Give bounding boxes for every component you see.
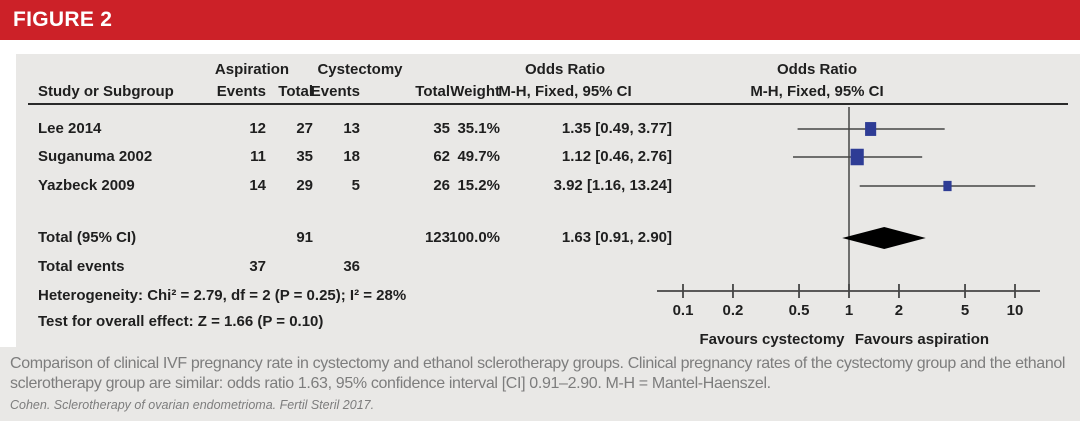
total-odds-ratio: 1.63 [0.91, 2.90] xyxy=(561,229,672,246)
caption-panel: Comparison of clinical IVF pregnancy rat… xyxy=(0,347,1080,421)
cystectomy-group-header: Cystectomy xyxy=(317,61,403,78)
col-total1-header: Total xyxy=(278,83,313,100)
forest-plot-graphic: 0.1 0.2 0.5 1 2 5 10 Favours cystectomy Favours … xyxy=(657,107,1040,347)
total-diamond xyxy=(842,227,926,249)
figure-header-bar: FIGURE 2 xyxy=(0,0,1080,40)
or-marker xyxy=(943,180,952,192)
figure-caption: Comparison of clinical IVF pregnancy rat… xyxy=(10,355,1066,392)
aspiration-events: 11 xyxy=(250,148,266,165)
cystectomy-total: 35 xyxy=(433,120,450,137)
axis-tick-label: 10 xyxy=(1007,302,1024,319)
study-label: Lee 2014 xyxy=(38,120,102,137)
cystectomy-events: 5 xyxy=(351,177,360,194)
study-label: Yazbeck 2009 xyxy=(38,177,135,194)
odds-ratio-value: 3.92 [1.16, 13.24] xyxy=(553,177,672,194)
total-row: Total (95% CI) 91 123 100.0% 1.63 [0.91,… xyxy=(16,227,1080,249)
aspiration-events: 12 xyxy=(249,120,266,137)
favours-left-label: Favours cystectomy xyxy=(699,331,845,347)
total-events-row: Total events 37 36 xyxy=(16,256,1080,278)
col-events1-header: Events xyxy=(216,83,266,100)
odds-ratio-value: 1.12 [0.46, 2.76] xyxy=(561,148,672,165)
col-study-header: Study or Subgroup xyxy=(38,83,174,100)
cystectomy-total-events: 36 xyxy=(343,258,360,275)
or-marker xyxy=(850,148,864,166)
figure-title: FIGURE 2 xyxy=(13,8,113,31)
axis-tick-label: 0.1 xyxy=(673,302,694,319)
or-marker xyxy=(865,122,877,136)
favours-right-label: Favours aspiration xyxy=(855,331,989,347)
aspiration-total: 35 xyxy=(296,148,313,165)
or-ci-subheader: M-H, Fixed, 95% CI xyxy=(498,83,632,100)
overall-effect-row: Test for overall effect: Z = 1.66 (P = 0… xyxy=(16,311,1080,333)
or-ci-plot-subheader: M-H, Fixed, 95% CI xyxy=(750,83,884,100)
heterogeneity-text: Heterogeneity: Chi² = 2.79, df = 2 (P = … xyxy=(38,287,407,304)
axis-tick-label: 0.5 xyxy=(789,302,810,319)
aspiration-grand-total: 91 xyxy=(296,229,313,246)
axis-tick-label: 1 xyxy=(845,302,853,319)
axis-tick-label: 0.2 xyxy=(723,302,744,319)
cystectomy-total: 62 xyxy=(433,148,450,165)
weight-value: 35.1% xyxy=(457,120,500,137)
table-row: Lee 2014 12 27 13 35 35.1% 1.35 [0.49, 3… xyxy=(16,118,1080,140)
forest-plot-panel: Aspiration Cystectomy Odds Ratio Odds Ra… xyxy=(16,54,1080,347)
total-label: Total (95% CI) xyxy=(38,229,137,246)
odds-ratio-value: 1.35 [0.49, 3.77] xyxy=(561,120,672,137)
group-header-row: Aspiration Cystectomy Odds Ratio Odds Ra… xyxy=(16,59,1080,81)
weight-value: 15.2% xyxy=(457,177,500,194)
column-header-row: Study or Subgroup Events Total Events To… xyxy=(16,81,1080,103)
aspiration-total: 29 xyxy=(296,177,313,194)
header-divider xyxy=(28,103,1068,105)
aspiration-group-header: Aspiration xyxy=(214,61,290,78)
col-weight-header: Weight xyxy=(450,83,500,100)
cystectomy-total: 26 xyxy=(433,177,450,194)
figure-attribution: Cohen. Sclerotherapy of ovarian endometr… xyxy=(10,398,375,412)
odds-ratio-header: Odds Ratio xyxy=(524,61,605,78)
axis-tick-label: 5 xyxy=(961,302,969,319)
heterogeneity-row: Heterogeneity: Chi² = 2.79, df = 2 (P = … xyxy=(16,285,1080,307)
aspiration-total-events: 37 xyxy=(249,258,266,275)
weight-value: 49.7% xyxy=(457,148,500,165)
total-weight: 100.0% xyxy=(449,229,500,246)
table-row: Yazbeck 2009 14 29 5 26 15.2% 3.92 [1.16… xyxy=(16,175,1080,197)
total-events-label: Total events xyxy=(38,258,125,275)
cystectomy-events: 18 xyxy=(343,148,360,165)
aspiration-total: 27 xyxy=(296,120,313,137)
cystectomy-events: 13 xyxy=(343,120,360,137)
aspiration-events: 14 xyxy=(249,177,266,194)
odds-ratio-plot-header: Odds Ratio xyxy=(776,61,857,78)
study-label: Suganuma 2002 xyxy=(38,148,153,165)
axis-tick-label: 2 xyxy=(895,302,903,319)
table-row: Suganuma 2002 11 35 18 62 49.7% 1.12 [0.… xyxy=(16,146,1080,168)
col-total2-header: Total xyxy=(415,83,450,100)
overall-effect-text: Test for overall effect: Z = 1.66 (P = 0… xyxy=(38,313,324,330)
cystectomy-grand-total: 123 xyxy=(424,229,450,246)
col-events2-header: Events xyxy=(310,83,360,100)
